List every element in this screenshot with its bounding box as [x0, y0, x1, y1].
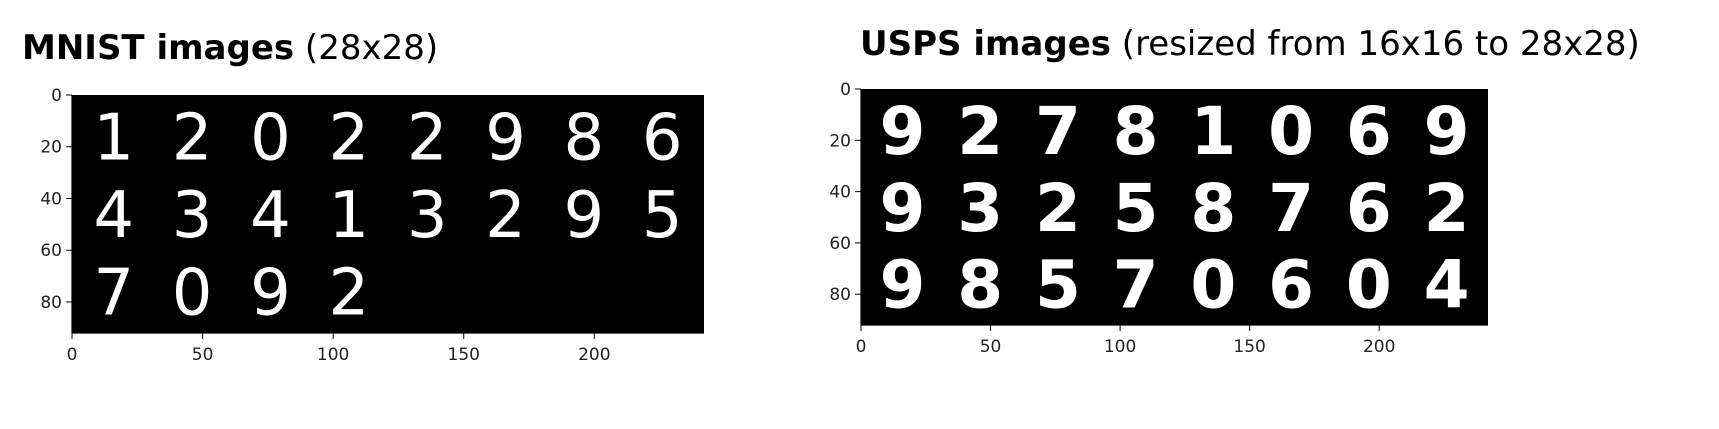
mnist-digit: 1: [328, 179, 369, 253]
usps-digit: 7: [1035, 93, 1081, 170]
usps-title-rest: (resized from 16x16 to 28x28): [1111, 24, 1640, 64]
mnist-x-tick-label: 0: [67, 345, 78, 365]
mnist-digit: 8: [564, 101, 605, 175]
mnist-digit: 0: [172, 257, 213, 331]
mnist-y-tick-label: 20: [40, 138, 62, 158]
usps-digit: 7: [1268, 170, 1314, 247]
mnist-digit: 0: [250, 101, 291, 175]
mnist-digit: 1: [93, 101, 134, 175]
usps-x-tick-label: 200: [1363, 337, 1395, 357]
usps-digit: 8: [1113, 93, 1159, 170]
usps-digit: 2: [1424, 170, 1470, 247]
usps-x-tick-label: 150: [1233, 337, 1265, 357]
mnist-digit: 5: [642, 179, 683, 253]
usps-digit: 4: [1424, 247, 1470, 324]
usps-digit: 5: [1035, 247, 1081, 324]
usps-digit: 9: [879, 93, 925, 170]
usps-digit: 8: [957, 247, 1003, 324]
usps-title-bold: USPS images: [860, 24, 1111, 64]
mnist-digit: 2: [328, 101, 369, 175]
usps-digit: 9: [1424, 93, 1470, 170]
usps-y-tick-label: 0: [840, 80, 851, 100]
usps-y-tick-label: 80: [829, 285, 851, 305]
mnist-digit: 7: [93, 257, 134, 331]
mnist-y-tick-label: 60: [40, 241, 62, 261]
usps-x-tick-label: 50: [980, 337, 1002, 357]
usps-x-tick-label: 100: [1104, 337, 1136, 357]
mnist-digit: 2: [485, 179, 526, 253]
usps-y-tick-label: 20: [829, 131, 851, 151]
mnist-digit: 4: [93, 179, 134, 253]
mnist-y-tick-label: 80: [40, 293, 62, 313]
usps-digit: 5: [1113, 170, 1159, 247]
mnist-title: MNIST images (28x28): [22, 28, 438, 68]
mnist-digit: 9: [485, 101, 526, 175]
mnist-image: [72, 95, 704, 333]
usps-panel: USPS images (resized from 16x16 to 28x28…: [829, 0, 1719, 429]
mnist-y-tick-label: 0: [51, 86, 62, 106]
usps-y-tick-label: 60: [829, 234, 851, 254]
usps-digit: 0: [1346, 247, 1392, 324]
usps-digit: 9: [879, 170, 925, 247]
mnist-x-tick-label: 100: [317, 345, 349, 365]
usps-digit: 9: [879, 247, 925, 324]
usps-digit: 2: [957, 93, 1003, 170]
usps-digit: 1: [1190, 93, 1236, 170]
mnist-digit: 9: [250, 257, 291, 331]
mnist-digit: 4: [250, 179, 291, 253]
usps-digit: 6: [1346, 93, 1392, 170]
usps-digit: 6: [1268, 247, 1314, 324]
mnist-digit: 3: [407, 179, 448, 253]
mnist-digit: 2: [407, 101, 448, 175]
usps-y-tick-label: 40: [829, 183, 851, 203]
usps-digit: 0: [1190, 247, 1236, 324]
usps-digit: 6: [1346, 170, 1392, 247]
usps-title: USPS images (resized from 16x16 to 28x28…: [860, 24, 1640, 64]
usps-image: [861, 89, 1488, 325]
mnist-digit: 3: [172, 179, 213, 253]
mnist-x-tick-label: 150: [448, 345, 480, 365]
usps-digit: 7: [1113, 247, 1159, 324]
mnist-panel: MNIST images (28x28) 0 50 100 150 200 0 20 40 60…: [22, 28, 704, 365]
usps-digit: 3: [957, 170, 1003, 247]
usps-x-tick-label: 0: [856, 337, 867, 357]
mnist-title-bold: MNIST images: [22, 28, 295, 68]
usps-digit: 2: [1035, 170, 1081, 247]
mnist-x-tick-label: 200: [578, 345, 610, 365]
mnist-digit: 6: [642, 101, 683, 175]
mnist-y-tick-label: 40: [40, 189, 62, 209]
mnist-x-tick-label: 50: [192, 345, 214, 365]
mnist-title-rest: (28x28): [294, 28, 439, 68]
usps-digit: 0: [1268, 93, 1314, 170]
mnist-digit: 2: [172, 101, 213, 175]
mnist-digit: 9: [564, 179, 605, 253]
usps-digit: 8: [1190, 170, 1236, 247]
mnist-digit: 2: [328, 257, 369, 331]
